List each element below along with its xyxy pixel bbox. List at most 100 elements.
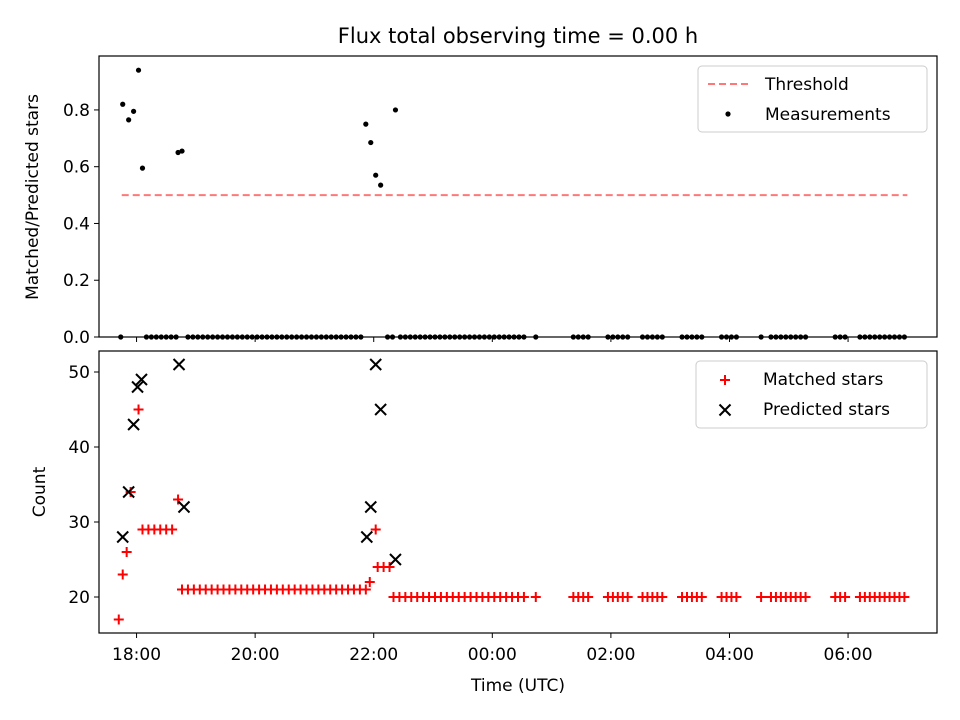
cross-b bbox=[177, 500, 191, 514]
legend-matched-plus bbox=[720, 375, 730, 385]
top-y-tick-label: 0.4 bbox=[63, 214, 90, 234]
bottom-legend: Matched stars Predicted stars bbox=[695, 360, 928, 429]
predicted-star-point bbox=[172, 358, 186, 371]
matched-star-point bbox=[731, 592, 742, 602]
matched-star-point bbox=[117, 569, 128, 580]
cross-b bbox=[364, 500, 377, 514]
measurement-point bbox=[175, 149, 181, 156]
bottom-x-tick-label: 00:00 bbox=[468, 645, 517, 665]
matched-star-point bbox=[530, 592, 541, 602]
top-legend: Threshold Measurements bbox=[697, 65, 928, 133]
top-y-tick-label: 0.8 bbox=[63, 101, 90, 121]
measurement-point bbox=[135, 67, 142, 73]
measurement-point bbox=[378, 182, 384, 188]
matched-star-point bbox=[370, 524, 381, 535]
bottom-x-axis: 18:00 20:00 22:00 00:00 02:00 04:00 06:00 bbox=[112, 633, 873, 665]
bottom-x-tick-label: 06:00 bbox=[824, 645, 873, 665]
predicted-star-point bbox=[177, 500, 191, 514]
measurement-point bbox=[120, 101, 126, 107]
bottom-legend-box bbox=[695, 360, 928, 429]
bottom-axes-frame bbox=[98, 350, 938, 634]
legend-matched-label: Matched stars bbox=[763, 370, 883, 390]
predicted-star-point bbox=[369, 358, 382, 371]
bottom-panel: 20 30 40 50 18:00 20:00 22:00 00:00 02:00 04:00 0… bbox=[30, 350, 938, 696]
cross-b bbox=[172, 358, 186, 371]
matched-star-point bbox=[518, 592, 529, 602]
predicted-star-point bbox=[389, 553, 402, 566]
matched-star-point bbox=[899, 592, 910, 602]
measurement-point bbox=[363, 121, 369, 127]
predicted-star-point bbox=[360, 530, 374, 544]
predicted-star-point bbox=[122, 485, 135, 499]
cross-b bbox=[116, 530, 129, 544]
measurement-point bbox=[179, 148, 185, 154]
top-panel: 0.00.20.40.60.8 Matched/Predicted stars … bbox=[23, 55, 938, 348]
bottom-y-axis: 20 30 40 50 bbox=[68, 363, 99, 608]
top-x-axis bbox=[136, 337, 849, 342]
measurement-point bbox=[139, 165, 146, 171]
cross-b bbox=[127, 418, 140, 431]
predicted-star-point bbox=[116, 530, 129, 544]
matched-star-point bbox=[583, 592, 594, 602]
cross-b bbox=[131, 380, 144, 394]
bottom-x-tick-label: 02:00 bbox=[586, 645, 635, 665]
predicted-star-point bbox=[131, 380, 144, 394]
predicted-star-point bbox=[127, 418, 140, 431]
chart-title: Flux total observing time = 0.00 h bbox=[338, 24, 698, 48]
matched-star-point bbox=[800, 592, 811, 602]
matched-star-point bbox=[133, 404, 144, 415]
measurement-point bbox=[368, 139, 374, 146]
legend-predicted-label: Predicted stars bbox=[763, 400, 890, 420]
top-y-axis: 0.0 0.2 0.4 0.6 0.8 bbox=[63, 101, 99, 348]
matched-star-point bbox=[657, 592, 668, 602]
bottom-y-tick-label: 50 bbox=[68, 363, 90, 383]
top-y-tick-label: 0.6 bbox=[63, 158, 90, 178]
measurement-point bbox=[130, 108, 137, 114]
matched-star-point bbox=[360, 584, 371, 595]
measurement-point bbox=[392, 107, 399, 113]
predicted-star-point bbox=[374, 403, 387, 416]
bottom-y-tick-label: 40 bbox=[68, 438, 90, 458]
measurement-point bbox=[373, 172, 379, 178]
legend-matched-marker bbox=[720, 375, 730, 385]
legend-predicted-marker bbox=[718, 403, 732, 417]
legend-predicted-cross bbox=[718, 403, 732, 417]
bottom-x-tick-label: 18:00 bbox=[112, 645, 161, 665]
legend-threshold-label: Threshold bbox=[764, 75, 849, 95]
cross-b bbox=[122, 485, 135, 499]
bottom-x-tick-label: 22:00 bbox=[349, 645, 398, 665]
matched-star-point bbox=[364, 577, 375, 587]
matched-star-point bbox=[384, 562, 395, 572]
matched-star-point bbox=[622, 592, 633, 602]
bottom-y-tick-label: 20 bbox=[68, 588, 90, 608]
matched-star-point bbox=[756, 592, 767, 602]
bottom-y-tick-label: 30 bbox=[68, 513, 90, 533]
matched-star-point bbox=[113, 614, 124, 625]
top-legend-box bbox=[697, 65, 928, 133]
cross-b bbox=[360, 530, 374, 544]
top-y-tick-label: 0.0 bbox=[63, 328, 90, 348]
bottom-plot-area bbox=[113, 358, 910, 625]
cross-b bbox=[374, 403, 387, 416]
cross-b bbox=[135, 373, 148, 386]
bottom-x-axis-label: Time (UTC) bbox=[470, 676, 565, 696]
cross-b bbox=[389, 553, 402, 566]
top-y-axis-label: Matched/Predicted stars bbox=[23, 94, 43, 300]
measurement-point bbox=[126, 117, 132, 123]
bottom-y-axis-label: Count bbox=[30, 466, 50, 517]
legend-measurements-marker bbox=[725, 111, 731, 117]
matched-star-point bbox=[696, 592, 707, 602]
cross-b bbox=[369, 358, 382, 371]
bottom-x-tick-label: 04:00 bbox=[705, 645, 754, 665]
matched-star-point bbox=[840, 592, 851, 602]
cross-b bbox=[718, 403, 732, 417]
matched-star-point bbox=[167, 524, 178, 535]
top-y-tick-label: 0.2 bbox=[63, 271, 90, 291]
legend-measurements-label: Measurements bbox=[765, 105, 891, 125]
matched-star-point bbox=[173, 494, 184, 505]
predicted-star-point bbox=[364, 500, 377, 514]
top-axes-frame bbox=[98, 55, 938, 338]
bottom-x-tick-label: 20:00 bbox=[231, 645, 280, 665]
matched-star-point bbox=[121, 547, 132, 557]
